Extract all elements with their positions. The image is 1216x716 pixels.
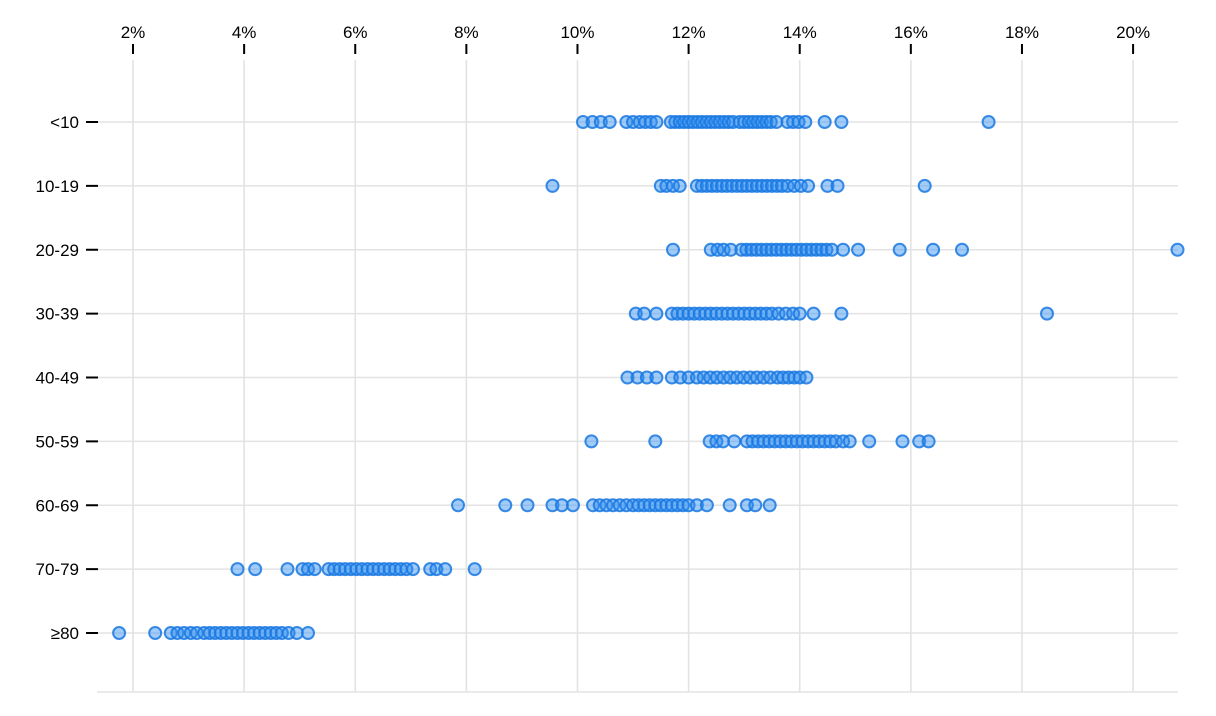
data-point bbox=[637, 306, 652, 321]
data-point bbox=[672, 178, 687, 193]
data-point bbox=[851, 242, 866, 257]
data-point bbox=[301, 626, 315, 640]
data-point bbox=[1040, 306, 1054, 321]
x-tick-label: 2% bbox=[121, 23, 146, 42]
data-point bbox=[926, 242, 941, 257]
data-point bbox=[602, 115, 617, 129]
data-point bbox=[892, 242, 907, 257]
data-point bbox=[584, 434, 599, 449]
y-tick-label: 70-79 bbox=[36, 560, 79, 579]
y-tick-label: ≥80 bbox=[51, 624, 79, 643]
y-tick-label: 30-39 bbox=[36, 305, 79, 324]
data-point bbox=[520, 498, 535, 513]
data-point bbox=[406, 562, 420, 577]
axis-ticks: 2% 4% 6% 8% 10% 12% 14% 16% 18% 20% <10 10-19 20-29 3… bbox=[36, 23, 1151, 643]
data-point bbox=[748, 498, 763, 513]
x-tick-label: 12% bbox=[672, 23, 706, 42]
data-points bbox=[112, 115, 1185, 640]
data-point bbox=[649, 370, 664, 385]
data-point bbox=[806, 306, 821, 321]
x-tick-label: 16% bbox=[894, 23, 928, 42]
data-point bbox=[545, 178, 560, 193]
data-point bbox=[798, 115, 813, 129]
data-point bbox=[438, 562, 453, 577]
data-point bbox=[820, 178, 835, 193]
data-point bbox=[917, 178, 932, 193]
y-tick-label: 60-69 bbox=[36, 496, 79, 515]
x-tick-label: 6% bbox=[343, 23, 368, 42]
data-point bbox=[545, 498, 560, 513]
data-point bbox=[723, 242, 738, 257]
data-point bbox=[666, 242, 680, 257]
y-tick-label: 40-49 bbox=[36, 369, 79, 388]
data-point bbox=[799, 370, 814, 385]
data-point bbox=[836, 242, 851, 257]
data-point bbox=[576, 115, 590, 129]
data-point bbox=[648, 434, 663, 449]
data-point bbox=[955, 242, 969, 257]
data-point bbox=[639, 370, 654, 385]
data-point bbox=[451, 498, 465, 513]
y-tick-label: <10 bbox=[50, 113, 79, 132]
data-point bbox=[759, 115, 774, 129]
data-point bbox=[498, 498, 513, 513]
data-point bbox=[307, 562, 322, 577]
data-point bbox=[248, 562, 263, 577]
data-point bbox=[112, 626, 127, 640]
x-tick-label: 10% bbox=[560, 23, 594, 42]
data-point bbox=[981, 115, 996, 129]
data-point bbox=[830, 178, 845, 193]
data-point bbox=[649, 306, 664, 321]
data-point bbox=[762, 498, 777, 513]
data-point bbox=[842, 434, 857, 449]
data-point bbox=[148, 626, 163, 640]
data-point bbox=[912, 434, 927, 449]
data-point bbox=[689, 498, 704, 513]
data-point bbox=[699, 498, 714, 513]
data-point bbox=[566, 498, 580, 513]
data-point bbox=[1170, 242, 1185, 257]
data-point bbox=[792, 306, 807, 321]
data-point bbox=[817, 115, 832, 129]
data-point bbox=[834, 306, 849, 321]
data-point bbox=[230, 562, 245, 577]
y-tick-label: 10-19 bbox=[36, 177, 79, 196]
x-tick-label: 4% bbox=[232, 23, 257, 42]
y-tick-label: 20-29 bbox=[36, 241, 79, 260]
x-tick-label: 20% bbox=[1116, 23, 1150, 42]
data-point bbox=[727, 434, 742, 449]
data-point bbox=[722, 498, 737, 513]
data-point bbox=[921, 434, 936, 449]
x-tick-label: 8% bbox=[454, 23, 479, 42]
data-point bbox=[467, 562, 482, 577]
data-point bbox=[630, 370, 645, 385]
x-tick-label: 14% bbox=[783, 23, 817, 42]
x-tick-label: 18% bbox=[1005, 23, 1039, 42]
data-point bbox=[895, 434, 910, 449]
data-point bbox=[649, 115, 664, 129]
data-point bbox=[834, 115, 849, 129]
data-point bbox=[620, 370, 635, 385]
data-point bbox=[280, 562, 295, 577]
data-point bbox=[862, 434, 877, 449]
y-tick-label: 50-59 bbox=[36, 432, 79, 451]
data-point bbox=[801, 178, 816, 193]
